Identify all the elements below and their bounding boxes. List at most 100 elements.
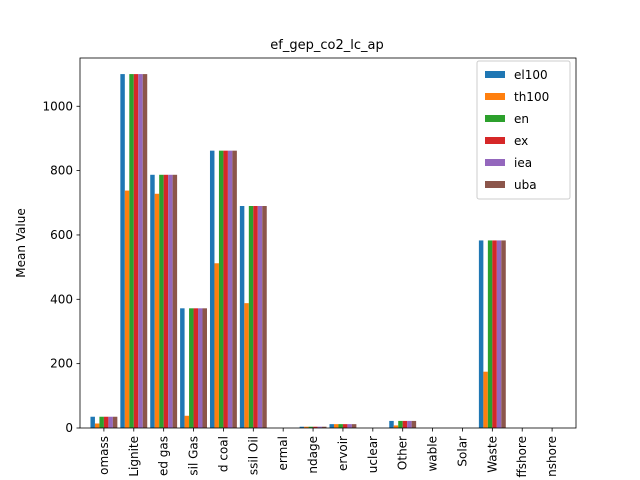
x-tick-label-3: sil Gas bbox=[187, 436, 201, 476]
bar-uba-2 bbox=[172, 174, 178, 428]
bar-el100-2 bbox=[150, 174, 155, 428]
bar-iea-1 bbox=[138, 74, 143, 428]
bar-th100-4 bbox=[214, 263, 219, 428]
legend-swatch-en bbox=[485, 115, 505, 122]
bar-el100-7 bbox=[299, 426, 305, 428]
bar-el100-0 bbox=[90, 416, 95, 428]
bar-en-0 bbox=[99, 416, 104, 428]
bar-iea-10 bbox=[407, 420, 412, 428]
bar-uba-8 bbox=[351, 424, 357, 428]
y-tick-label-800: 800 bbox=[50, 164, 73, 178]
bar-en-13 bbox=[487, 240, 493, 428]
bar-uba-3 bbox=[202, 308, 207, 428]
bar-ex-2 bbox=[163, 174, 169, 428]
bar-ex-4 bbox=[223, 150, 228, 428]
y-axis-label: Mean Value bbox=[14, 208, 28, 277]
bar-ex-7 bbox=[313, 426, 318, 428]
bar-el100-8 bbox=[329, 424, 334, 428]
x-tick-label-1: Lignite bbox=[127, 436, 141, 477]
bar-el100-4 bbox=[209, 150, 215, 428]
bar-uba-10 bbox=[411, 420, 417, 428]
legend-label-en: en bbox=[514, 112, 529, 126]
legend-label-ex: ex bbox=[514, 134, 528, 148]
bar-iea-7 bbox=[317, 426, 323, 428]
bar-en-1 bbox=[129, 74, 134, 428]
bar-th100-7 bbox=[304, 426, 309, 428]
x-tick-label-10: Other bbox=[396, 436, 410, 470]
legend-label-iea: iea bbox=[514, 156, 532, 170]
bar-en-10 bbox=[398, 420, 403, 428]
bar-iea-13 bbox=[496, 240, 502, 428]
x-tick-label-11: wable bbox=[426, 436, 440, 472]
bar-iea-5 bbox=[257, 206, 263, 428]
bar-uba-13 bbox=[501, 240, 506, 428]
x-tick-label-5: ssil Oil bbox=[246, 436, 260, 475]
bar-el100-1 bbox=[120, 74, 125, 428]
x-tick-label-12: Solar bbox=[455, 436, 469, 467]
bar-ex-3 bbox=[193, 308, 199, 428]
legend-swatch-iea bbox=[485, 159, 505, 166]
bar-ex-0 bbox=[103, 416, 109, 428]
bar-iea-2 bbox=[168, 174, 173, 428]
bar-iea-4 bbox=[227, 150, 233, 428]
legend: el100 th100 en ex iea uba bbox=[476, 60, 571, 200]
legend-label-uba: uba bbox=[514, 178, 537, 192]
y-tick-label-600: 600 bbox=[50, 228, 73, 242]
legend-label-th100: th100 bbox=[514, 90, 549, 104]
bar-ex-1 bbox=[133, 74, 139, 428]
legend-swatch-el100 bbox=[485, 71, 505, 78]
plot-frame bbox=[79, 57, 577, 429]
x-tick-label-13: Waste bbox=[485, 436, 499, 473]
x-tick-label-4: d coal bbox=[216, 436, 230, 472]
bar-en-5 bbox=[248, 206, 254, 428]
bar-th100-1 bbox=[124, 190, 130, 428]
bar-uba-0 bbox=[112, 416, 118, 428]
legend-swatch-uba bbox=[485, 181, 505, 188]
bar-iea-3 bbox=[198, 308, 203, 428]
chart-title: ef_gep_co2_lc_ap bbox=[270, 38, 383, 53]
bar-th100-10 bbox=[393, 425, 399, 428]
bar-ex-10 bbox=[402, 420, 408, 428]
bar-th100-2 bbox=[154, 193, 160, 428]
bar-el100-13 bbox=[478, 240, 484, 428]
y-tick-label-0: 0 bbox=[65, 421, 73, 435]
bar-en-8 bbox=[338, 424, 343, 428]
legend-swatch-th100 bbox=[485, 93, 505, 100]
bar-el100-10 bbox=[389, 420, 394, 428]
bar-el100-3 bbox=[180, 308, 185, 428]
x-tick-label-7: ndage bbox=[306, 436, 320, 474]
bar-th100-0 bbox=[94, 423, 100, 428]
bar-th100-3 bbox=[184, 415, 190, 428]
legend-label-el100: el100 bbox=[514, 68, 548, 82]
bar-iea-0 bbox=[108, 416, 113, 428]
bar-uba-1 bbox=[142, 74, 148, 428]
bar-en-3 bbox=[189, 308, 194, 428]
x-ticks-group: omass Lignite ed gas sil Gas d coal ssil Oil e… bbox=[97, 428, 559, 478]
bar-iea-8 bbox=[347, 424, 352, 428]
x-tick-label-0: omass bbox=[97, 436, 111, 475]
x-tick-label-6: ermal bbox=[276, 436, 290, 470]
bar-th100-5 bbox=[244, 303, 249, 428]
axes-group bbox=[79, 57, 577, 429]
bar-en-2 bbox=[159, 174, 164, 428]
bar-ex-8 bbox=[342, 424, 348, 428]
y-tick-label-1000: 1000 bbox=[42, 99, 73, 113]
bar-uba-4 bbox=[232, 150, 237, 428]
x-tick-label-14: ffshore bbox=[515, 436, 529, 478]
bar-ex-5 bbox=[253, 206, 258, 428]
bar-en-7 bbox=[308, 426, 314, 428]
bar-el100-5 bbox=[239, 206, 245, 428]
bar-th100-13 bbox=[483, 371, 488, 428]
y-tick-label-200: 200 bbox=[50, 357, 73, 371]
legend-swatch-ex bbox=[485, 137, 505, 144]
bar-ex-13 bbox=[492, 240, 497, 428]
bar-uba-5 bbox=[262, 206, 267, 428]
y-ticks-group: 0 200 400 600 800 1000 bbox=[42, 99, 80, 435]
bar-en-4 bbox=[218, 150, 224, 428]
x-tick-label-8: ervoir bbox=[336, 436, 350, 471]
bar-th100-8 bbox=[333, 424, 339, 428]
x-tick-label-9: uclear bbox=[366, 436, 380, 473]
x-tick-label-2: ed gas bbox=[157, 436, 171, 476]
